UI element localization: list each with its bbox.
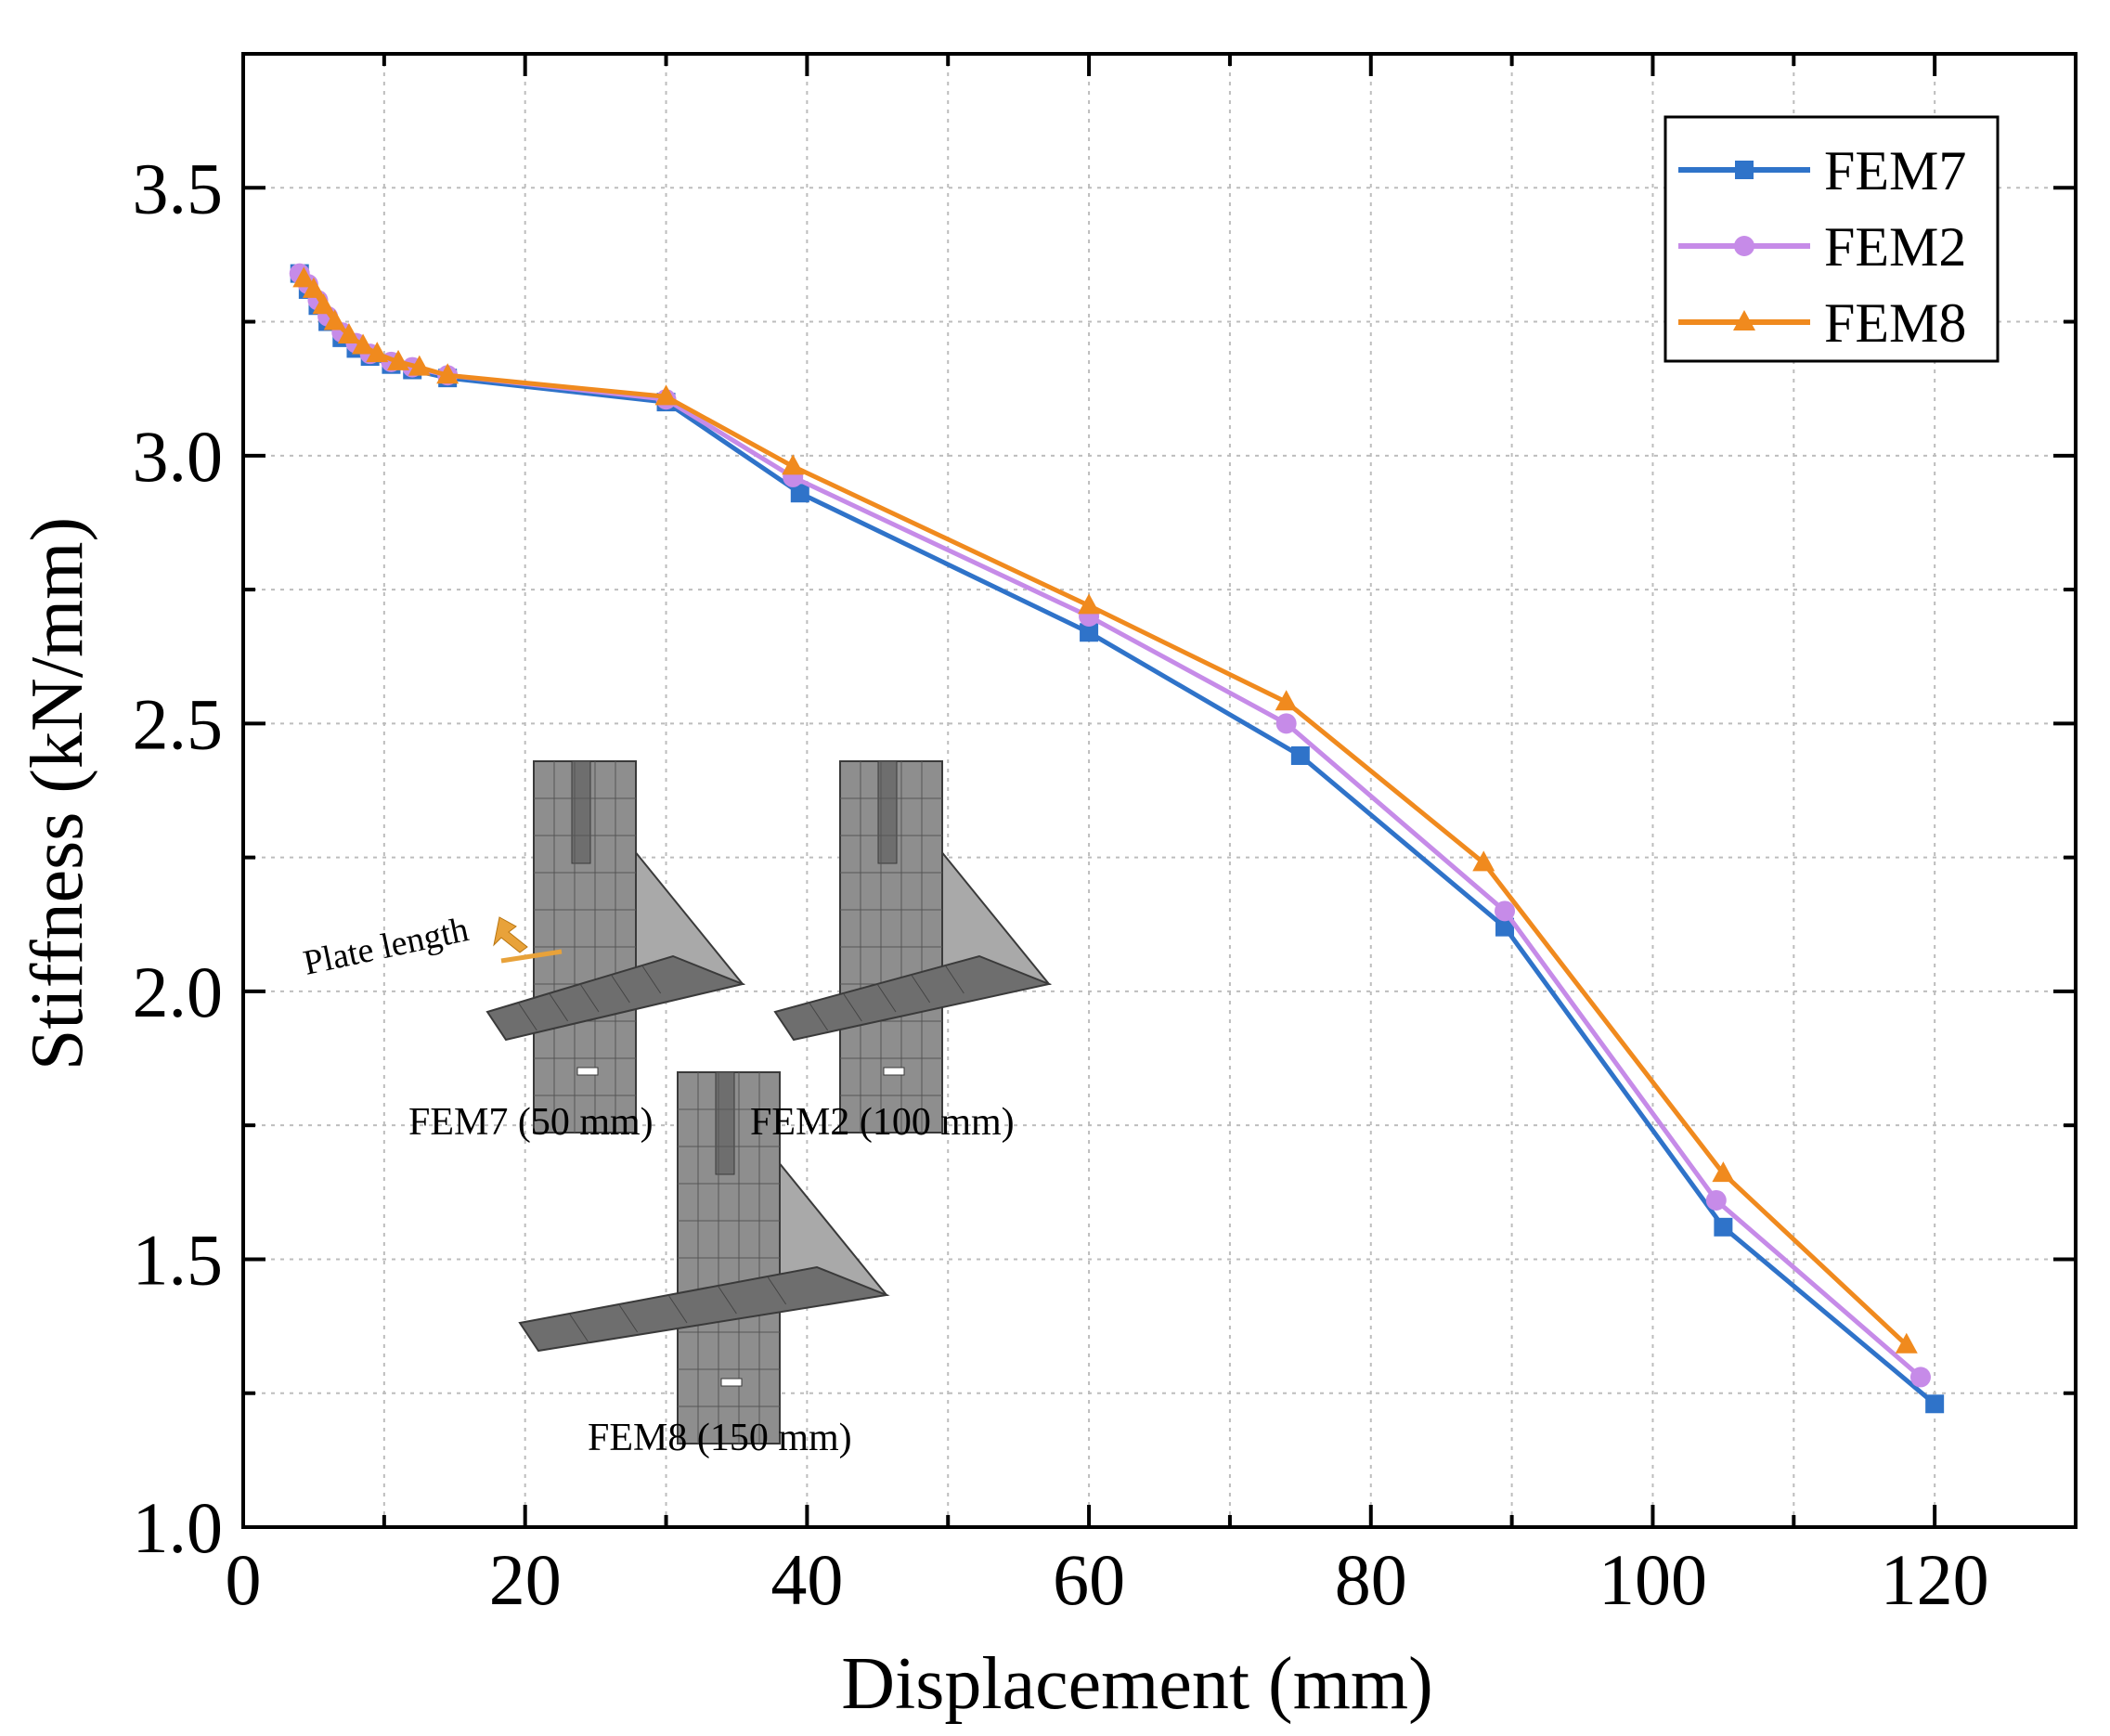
model-mesh-line — [809, 1002, 829, 1031]
x-tick-label: 80 — [1335, 1539, 1407, 1620]
legend-item-fem8: FEM8 — [1678, 292, 1966, 354]
data-point — [1275, 713, 1297, 734]
model-hole — [576, 1067, 599, 1076]
data-point — [1712, 1161, 1735, 1183]
model-label: FEM7 (50 mm) — [408, 1101, 654, 1144]
model-mesh-line — [579, 983, 600, 1013]
data-point — [1734, 236, 1754, 256]
data-point — [1705, 1189, 1727, 1211]
data-series — [289, 263, 1945, 1414]
data-point — [292, 266, 316, 288]
x-tick-label: 100 — [1599, 1539, 1707, 1620]
data-point — [302, 277, 325, 298]
data-point — [1925, 1394, 1945, 1414]
data-point — [1495, 917, 1515, 937]
plot-border — [241, 52, 2078, 1529]
legend-label: FEM7 — [1824, 140, 1966, 201]
legend-label: FEM2 — [1824, 216, 1966, 278]
series-fem8 — [292, 266, 1918, 1354]
model-slot — [571, 760, 591, 864]
y-axis-ticks: 1.0 1.5 2.0 2.5 3.0 3.5 — [133, 52, 2076, 1568]
arrow-icon — [493, 916, 528, 953]
x-axis-ticks: 0 20 40 60 80 100 120 — [226, 54, 2078, 1620]
model-mesh-line — [549, 992, 569, 1022]
data-point — [1733, 310, 1755, 330]
model-fem8 — [518, 1071, 890, 1445]
data-point — [1275, 690, 1298, 711]
model-mesh-line — [667, 1294, 688, 1324]
model-label: FEM2 (100 mm) — [750, 1101, 1015, 1144]
data-point — [1078, 593, 1101, 615]
model-mesh-line — [911, 974, 931, 1004]
data-point — [1909, 1367, 1931, 1388]
model-slot — [715, 1071, 735, 1175]
model-mesh-line — [876, 983, 897, 1013]
data-point — [337, 322, 360, 343]
model-mesh-line — [717, 1285, 737, 1315]
plate-length-arrow — [493, 916, 563, 964]
data-point — [408, 355, 431, 376]
y-axis-title: Stiffness (kN/mm) — [17, 517, 98, 1070]
data-point — [352, 333, 375, 355]
x-tick-label: 20 — [489, 1539, 562, 1620]
model-hole — [720, 1378, 743, 1387]
x-tick-label: 0 — [226, 1539, 262, 1620]
data-point — [1290, 745, 1310, 765]
model-mesh-line — [842, 992, 862, 1022]
data-point — [1495, 900, 1516, 922]
model-fem2 — [773, 760, 1053, 1134]
model-mesh-line — [618, 1303, 639, 1333]
data-point — [1714, 1217, 1733, 1237]
model-hole — [883, 1067, 905, 1076]
model-mesh-line — [568, 1313, 589, 1342]
data-point — [312, 293, 335, 315]
data-point — [782, 454, 805, 475]
x-tick-label: 120 — [1881, 1539, 1989, 1620]
legend-label: FEM8 — [1824, 292, 1966, 354]
y-tick-label: 2.0 — [133, 952, 224, 1032]
x-axis-title: Displacement (mm) — [841, 1643, 1433, 1725]
y-tick-label: 1.5 — [133, 1219, 224, 1300]
model-label: FEM8 (150 mm) — [588, 1417, 852, 1459]
x-tick-label: 60 — [1053, 1539, 1125, 1620]
data-point — [323, 309, 346, 330]
model-mesh-line — [641, 965, 662, 994]
data-point — [1895, 1332, 1918, 1354]
y-tick-label: 2.5 — [133, 683, 224, 764]
data-point — [387, 349, 410, 370]
data-point — [790, 484, 809, 503]
data-point — [366, 342, 389, 363]
y-tick-label: 3.0 — [133, 416, 224, 497]
model-mesh-line — [944, 965, 964, 994]
data-point — [654, 384, 678, 406]
data-point — [1735, 161, 1754, 179]
data-point — [1472, 850, 1495, 872]
model-mesh-line — [517, 1002, 537, 1031]
plate-length-marker — [500, 949, 563, 964]
model-slot — [877, 760, 898, 864]
data-point — [436, 363, 460, 384]
x-tick-label: 40 — [770, 1539, 843, 1620]
legend-item-fem7: FEM7 — [1678, 140, 1966, 201]
plot-frame — [241, 52, 2078, 1529]
legend-item-fem2: FEM2 — [1678, 216, 1966, 278]
model-fem7 — [485, 760, 746, 1134]
y-tick-label: 3.5 — [133, 148, 224, 228]
y-tick-label: 1.0 — [133, 1487, 224, 1568]
data-point — [1080, 623, 1099, 642]
model-mesh-line — [610, 974, 630, 1004]
legend: FEM7 FEM2 FEM8 — [1663, 115, 2000, 363]
model-mesh-line — [767, 1276, 787, 1305]
